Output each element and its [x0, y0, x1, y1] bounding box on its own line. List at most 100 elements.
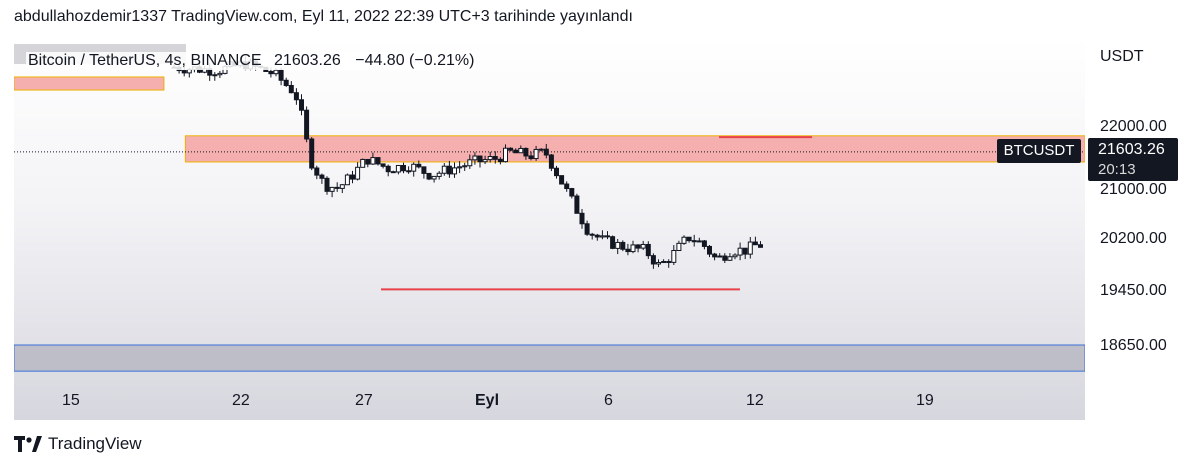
candle-body	[696, 240, 702, 243]
candle-body	[441, 165, 447, 174]
candle-body	[355, 166, 361, 180]
candle-body	[650, 255, 656, 265]
candle-body	[319, 174, 325, 179]
symbol-last-price: 21603.26	[274, 52, 341, 69]
candle-body	[482, 159, 488, 163]
candle-body	[344, 174, 350, 186]
last-price-badge: 21603.26 20:13	[1088, 138, 1178, 181]
candle-body	[467, 159, 473, 167]
candle-body	[513, 149, 519, 154]
candle-body	[426, 172, 432, 180]
candle-body	[737, 247, 743, 256]
candle-body	[299, 99, 304, 111]
candle-body	[181, 70, 187, 74]
candle-body	[666, 261, 672, 264]
candle-body	[661, 261, 667, 264]
tradingview-logo-icon	[14, 436, 42, 452]
candle-body	[599, 235, 605, 238]
candle-body	[406, 170, 412, 173]
candle-body	[559, 175, 565, 185]
candle-body	[446, 165, 452, 175]
candle-body	[579, 212, 585, 225]
candle-body	[288, 84, 294, 94]
candle-body	[707, 245, 712, 255]
candle-body	[487, 156, 493, 161]
candle-body	[370, 157, 376, 165]
candle-body	[350, 174, 355, 180]
candle-body	[360, 158, 366, 168]
candle-body	[477, 155, 483, 163]
price-label: 22000.00	[1100, 118, 1167, 135]
candle-body	[681, 236, 687, 244]
candle-body	[589, 233, 595, 236]
time-label: 6	[604, 392, 613, 409]
bar-countdown: 20:13	[1098, 161, 1136, 178]
candle-body	[625, 248, 631, 253]
symbol-legend: Bitcoin / TetherUS, 4s, BINANCE 21603.26…	[26, 52, 477, 70]
candle-body	[283, 79, 289, 86]
time-label: 27	[355, 392, 373, 409]
candle-body	[758, 244, 763, 248]
candle-body	[574, 195, 580, 214]
candle-body	[293, 92, 299, 101]
candle-body	[671, 249, 677, 263]
upper-resistance-zone	[14, 76, 165, 91]
candle-body	[416, 163, 422, 168]
candle-body	[554, 167, 559, 177]
candle-body	[273, 69, 279, 75]
footer-brand: TradingView	[48, 434, 142, 453]
symbol-change: −44.80 (−0.21%)	[355, 52, 475, 69]
time-label: 12	[746, 392, 764, 409]
price-label: 18650.00	[1100, 337, 1167, 354]
footer: TradingView	[14, 433, 142, 455]
candle-body	[431, 175, 437, 180]
resistance-zone	[184, 135, 1085, 163]
candle-body	[365, 158, 371, 165]
candle-body	[503, 147, 508, 163]
candle-body	[329, 186, 335, 192]
symbol-badge: BTCUSDT	[997, 139, 1081, 163]
candle-body	[605, 235, 610, 238]
candle-body	[752, 241, 758, 246]
chart-plot[interactable]	[14, 38, 1085, 420]
price-axis[interactable]	[1085, 38, 1200, 388]
candle-body	[309, 138, 315, 169]
bottom-demand-zone	[14, 344, 1085, 372]
time-label: 19	[916, 392, 934, 409]
publication-header: abdullahozdemir1337 TradingView.com, Eyl…	[14, 8, 633, 25]
candle-body	[620, 241, 626, 250]
last-price-value: 21603.26	[1098, 141, 1165, 158]
candle-body	[421, 166, 427, 174]
candle-body	[518, 147, 524, 154]
candle-body	[268, 70, 274, 75]
candle-body	[462, 165, 468, 168]
candle-body	[452, 167, 457, 175]
candle-body	[375, 157, 381, 165]
candle-body	[508, 147, 514, 151]
candle-body	[645, 243, 651, 257]
candle-body	[304, 109, 310, 140]
candle-body	[548, 154, 554, 169]
candle-body	[615, 241, 621, 249]
candle-body	[717, 255, 723, 258]
candle-body	[472, 155, 478, 161]
candle-body	[569, 188, 575, 197]
candle-body	[401, 164, 406, 172]
candle-body	[727, 256, 733, 261]
candle-body	[676, 242, 682, 251]
candle-body	[523, 147, 529, 157]
candle-body	[395, 164, 401, 173]
candle-body	[528, 155, 534, 160]
candle-body	[334, 186, 340, 189]
candle-body	[712, 253, 718, 258]
price-axis-currency: USDT	[1100, 48, 1144, 65]
price-label: 21000.00	[1100, 181, 1167, 198]
price-label: 20200.00	[1100, 230, 1167, 247]
candle-body	[656, 262, 661, 265]
candle-body	[722, 255, 728, 261]
candle-body	[543, 148, 549, 156]
candle-body	[436, 172, 442, 177]
candle-body	[217, 72, 223, 76]
candle-body	[594, 234, 600, 238]
candle-body	[212, 74, 218, 77]
